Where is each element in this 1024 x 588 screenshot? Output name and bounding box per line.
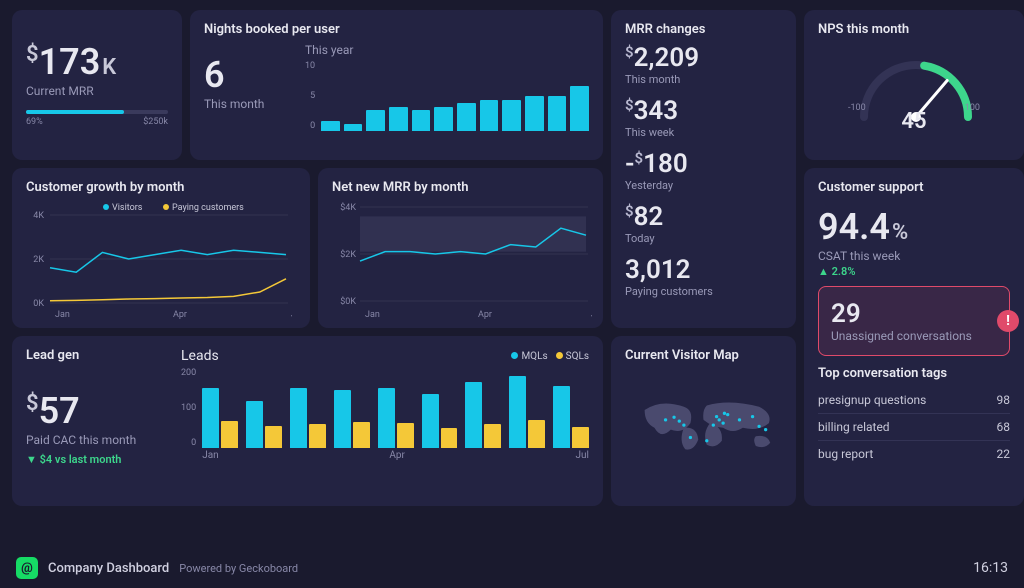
lead-chart-title: Leads [181,348,219,364]
bar-group [422,368,458,448]
bar [548,96,567,131]
svg-text:Paying customers: Paying customers [172,203,244,213]
bar-group [553,368,589,448]
mrrchg-item: $343This week [625,96,782,139]
bar-group [290,368,326,448]
nps-value: 45 [818,109,1010,134]
svg-text:4K: 4K [33,211,44,221]
netmrr-chart: $4K $2K $0K Jan Apr Jul [332,201,592,319]
bar [366,110,385,131]
growth-title: Customer growth by month [26,180,296,195]
csat-trend: ▲ 2.8% [818,265,1010,278]
bar-group [465,368,501,448]
tags-list: presignup questions98billing related68bu… [818,387,1010,467]
svg-text:2K: 2K [33,255,44,265]
svg-text:$4K: $4K [340,202,356,213]
bar-group [378,368,414,448]
card-current-mrr: $173K Current MRR 69%$250k [12,10,182,160]
mrrchg-item: $2,209This month [625,43,782,86]
bar [321,121,340,132]
bar [344,124,363,131]
netmrr-title: Net new MRR by month [332,180,589,195]
card-lead-gen: Lead gen $57 Paid CAC this month ▼ $4 vs… [12,336,603,506]
bar [434,107,453,132]
nights-title: Nights booked per user [204,22,589,37]
nights-sub: This month [204,97,289,111]
svg-text:Jan: Jan [55,310,70,319]
current-mrr-value: $173K [26,44,168,80]
tag-row[interactable]: presignup questions98 [818,387,1010,414]
clock: 16:13 [973,560,1008,576]
bar [525,96,544,131]
lead-x-axis: JanAprJul [202,450,589,461]
support-title: Customer support [818,180,1010,195]
svg-text:$2K: $2K [340,249,356,260]
bar-group [246,368,282,448]
alert-icon: ! [997,310,1019,332]
current-mrr-label: Current MRR [26,84,168,98]
bar [412,110,431,131]
svg-text:Jul: Jul [291,310,292,319]
bar [480,100,499,132]
card-net-mrr: Net new MRR by month $4K $2K $0K Jan Apr Jul [318,168,603,328]
dashboard-title: Company Dashboard [48,561,169,576]
map-title: Current Visitor Map [625,348,782,363]
lead-legend: MQLsSQLs [511,351,589,362]
svg-text:0K: 0K [33,299,44,309]
card-mrr-changes: MRR changes $2,209This month $343This wee… [611,10,796,328]
logo-icon[interactable]: @ [16,557,38,579]
csat-value: 94.4% [818,209,1010,245]
nights-value: 6 [204,57,289,93]
tags-title: Top conversation tags [818,366,1010,381]
lead-label: Paid CAC this month [26,433,181,447]
alert-unassigned[interactable]: 29 Unassigned conversations ! [818,286,1010,356]
svg-text:Visitors: Visitors [112,203,143,213]
mrr-progress [26,110,168,114]
mrrchg-title: MRR changes [625,22,782,37]
mrrchg-item: 3,012Paying customers [625,255,782,298]
svg-text:Jan: Jan [365,310,380,319]
mrrchg-item: $82Today [625,202,782,245]
lead-trend: ▼ $4 vs last month [26,453,181,466]
nps-title: NPS this month [818,22,1010,37]
alert-value: 29 [831,299,997,329]
mrr-progress-labels: 69%$250k [26,117,168,127]
alert-label: Unassigned conversations [831,329,997,343]
bar-group [509,368,545,448]
svg-text:$0K: $0K [340,296,356,307]
nights-bar-chart [321,61,589,131]
svg-text:Apr: Apr [173,310,187,319]
mrrchg-list: $2,209This month $343This week -$180Yester… [625,43,782,298]
svg-text:Jul: Jul [591,310,592,319]
mrrchg-item: -$180Yesterday [625,149,782,192]
card-nights-booked: Nights booked per user 6 This month This… [190,10,603,160]
bar-group [202,368,238,448]
visitor-map [625,369,782,474]
powered-by: Powered by Geckoboard [179,562,298,575]
tag-row[interactable]: bug report22 [818,441,1010,467]
lead-bar-chart [202,368,589,448]
tag-row[interactable]: billing related68 [818,414,1010,441]
bar [502,100,521,132]
card-customer-growth: Customer growth by month Visitors Paying … [12,168,310,328]
bar [570,86,589,132]
csat-label: CSAT this week [818,249,1010,263]
card-nps: NPS this month -100100 45 [804,10,1024,160]
growth-chart: Visitors Paying customers 4K 2K 0K Jan Apr Jul [26,201,292,319]
bar-group [334,368,370,448]
svg-text:Apr: Apr [478,310,492,319]
nights-chart-title: This year [305,43,589,57]
card-customer-support: Customer support 94.4% CSAT this week ▲ … [804,168,1024,506]
lead-title: Lead gen [26,348,181,363]
card-visitor-map: Current Visitor Map [611,336,796,506]
footer: @ Company Dashboard Powered by Geckoboar… [0,552,1024,584]
bar [457,103,476,131]
lead-value: $57 [26,393,181,429]
bar [389,107,408,132]
